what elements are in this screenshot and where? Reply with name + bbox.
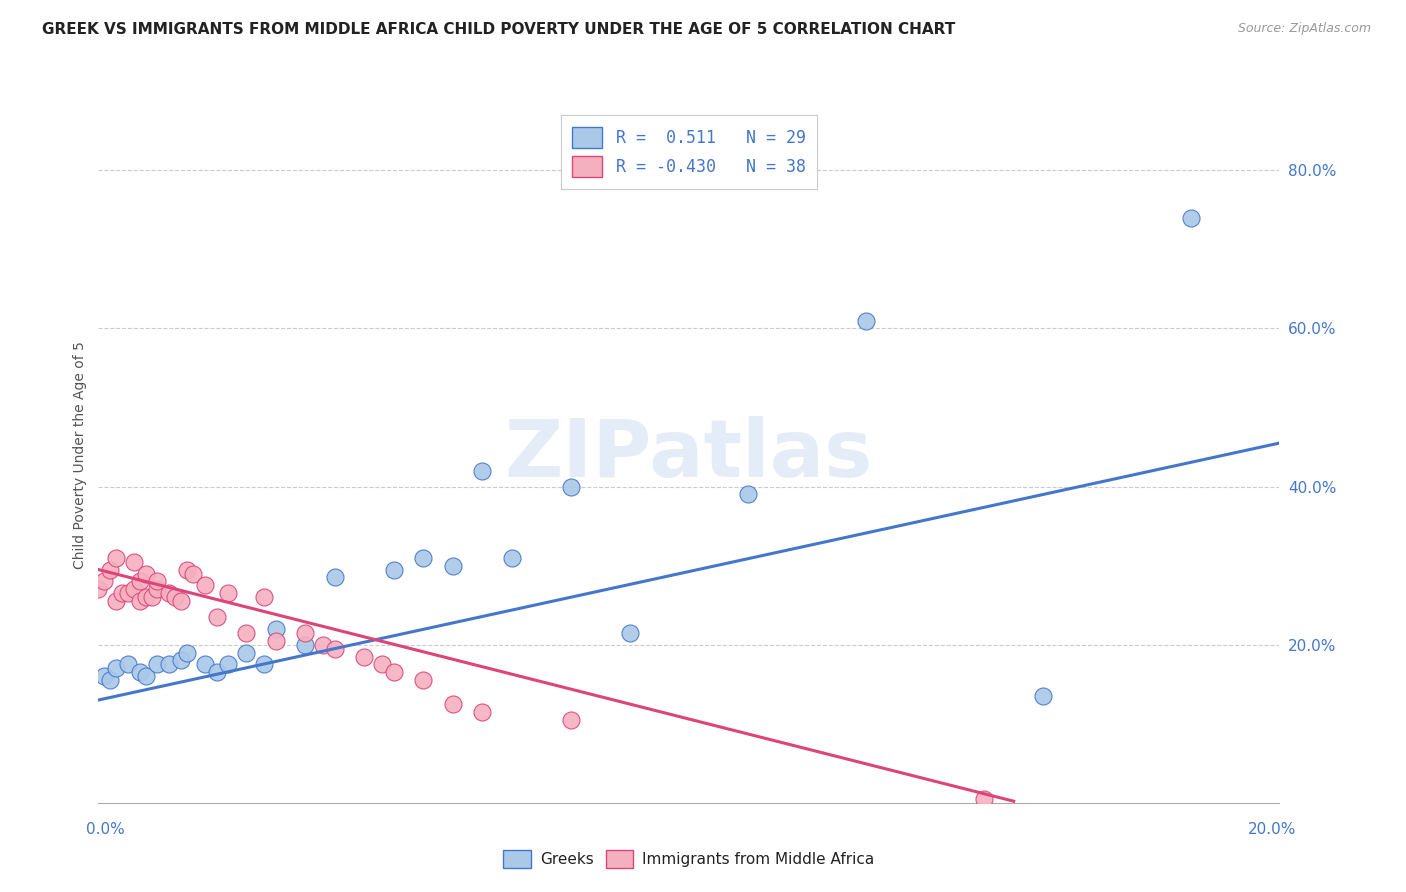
Point — [973, 792, 995, 806]
Point — [135, 566, 157, 581]
Point — [235, 646, 257, 660]
Point — [194, 578, 217, 592]
Text: GREEK VS IMMIGRANTS FROM MIDDLE AFRICA CHILD POVERTY UNDER THE AGE OF 5 CORRELAT: GREEK VS IMMIGRANTS FROM MIDDLE AFRICA C… — [42, 22, 956, 37]
Point — [117, 586, 139, 600]
Point — [855, 313, 877, 327]
Point — [294, 625, 316, 640]
Point — [323, 641, 346, 656]
Point — [441, 697, 464, 711]
Point — [165, 591, 187, 605]
Point — [501, 550, 523, 565]
Point — [117, 657, 139, 672]
Point — [122, 555, 145, 569]
Point — [128, 594, 150, 608]
Text: Source: ZipAtlas.com: Source: ZipAtlas.com — [1237, 22, 1371, 36]
Point — [253, 657, 276, 672]
Point — [170, 594, 193, 608]
Text: ZIPatlas: ZIPatlas — [505, 416, 873, 494]
Point — [105, 550, 128, 565]
Point — [382, 563, 405, 577]
Point — [235, 625, 257, 640]
Point — [105, 661, 128, 675]
Y-axis label: Child Poverty Under the Age of 5: Child Poverty Under the Age of 5 — [73, 341, 87, 569]
Point — [412, 550, 434, 565]
Point — [1180, 211, 1202, 225]
Point — [253, 591, 276, 605]
Point — [122, 582, 145, 597]
Point — [471, 705, 494, 719]
Point — [194, 657, 217, 672]
Point — [87, 582, 110, 597]
Point — [560, 713, 582, 727]
Point — [135, 591, 157, 605]
Point — [105, 594, 128, 608]
Point — [93, 669, 115, 683]
Point — [371, 657, 394, 672]
Point — [128, 574, 150, 589]
Point — [205, 665, 228, 680]
Point — [176, 563, 198, 577]
Point — [98, 673, 121, 688]
Point — [323, 570, 346, 584]
Point — [170, 653, 193, 667]
Text: 20.0%: 20.0% — [1249, 822, 1296, 837]
Point — [619, 625, 641, 640]
Point — [217, 657, 239, 672]
Point — [146, 657, 169, 672]
Point — [146, 574, 169, 589]
Point — [441, 558, 464, 573]
Point — [93, 574, 115, 589]
Point — [146, 582, 169, 597]
Point — [217, 586, 239, 600]
Point — [353, 649, 375, 664]
Point — [141, 591, 163, 605]
Point — [382, 665, 405, 680]
Point — [98, 563, 121, 577]
Point — [1032, 689, 1054, 703]
Point — [412, 673, 434, 688]
Point — [157, 586, 180, 600]
Point — [294, 638, 316, 652]
Legend: Greeks, Immigrants from Middle Africa: Greeks, Immigrants from Middle Africa — [495, 843, 883, 875]
Point — [312, 638, 335, 652]
Point — [560, 479, 582, 493]
Text: 0.0%: 0.0% — [86, 822, 125, 837]
Point — [205, 610, 228, 624]
Point — [111, 586, 134, 600]
Point — [737, 487, 759, 501]
Legend: R =  0.511   N = 29, R = -0.430   N = 38: R = 0.511 N = 29, R = -0.430 N = 38 — [561, 115, 817, 189]
Point — [157, 657, 180, 672]
Point — [181, 566, 204, 581]
Point — [264, 622, 287, 636]
Point — [264, 633, 287, 648]
Point — [135, 669, 157, 683]
Point — [176, 646, 198, 660]
Point — [471, 464, 494, 478]
Point — [128, 665, 150, 680]
